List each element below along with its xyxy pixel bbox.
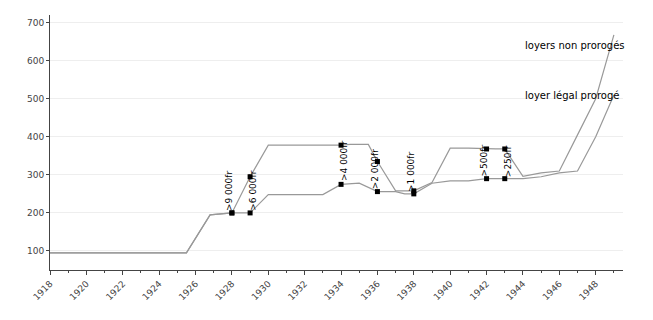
svg-text:1932: 1932 <box>286 279 309 302</box>
svg-text:600: 600 <box>27 56 44 66</box>
svg-text:1918: 1918 <box>31 279 54 302</box>
svg-text:400: 400 <box>27 132 44 142</box>
svg-text:1948: 1948 <box>577 279 600 302</box>
svg-text:1922: 1922 <box>104 279 127 302</box>
svg-text:>4 000fr: >4 000fr <box>339 141 349 181</box>
svg-text:1924: 1924 <box>140 279 163 302</box>
svg-text:200: 200 <box>27 208 44 218</box>
svg-text:300: 300 <box>27 170 44 180</box>
svg-text:500: 500 <box>27 94 44 104</box>
svg-text:1928: 1928 <box>213 279 236 302</box>
svg-text:1944: 1944 <box>504 279 527 302</box>
svg-text:>9 000fr: >9 000fr <box>224 171 234 211</box>
svg-text:1936: 1936 <box>359 279 382 302</box>
svg-text:>6 000fr: >6 000fr <box>248 170 258 210</box>
svg-text:1934: 1934 <box>322 279 345 302</box>
svg-text:1920: 1920 <box>68 279 91 302</box>
svg-text:loyers non prorogés: loyers non prorogés <box>525 40 625 51</box>
svg-text:700: 700 <box>27 18 44 28</box>
svg-text:>1 000fr: >1 000fr <box>406 151 416 191</box>
svg-text:loyer légal prorogé: loyer légal prorogé <box>525 90 620 101</box>
svg-text:1926: 1926 <box>177 279 200 302</box>
svg-text:1946: 1946 <box>541 279 564 302</box>
svg-text:100: 100 <box>27 246 44 256</box>
svg-text:>500fr: >500fr <box>479 145 489 177</box>
svg-text:1940: 1940 <box>432 279 455 302</box>
svg-text:>2 000fr: >2 000fr <box>370 149 380 189</box>
svg-text:1938: 1938 <box>395 279 418 302</box>
svg-text:1942: 1942 <box>468 279 491 302</box>
svg-text:>250fr: >250fr <box>503 145 513 177</box>
svg-text:1930: 1930 <box>250 279 273 302</box>
